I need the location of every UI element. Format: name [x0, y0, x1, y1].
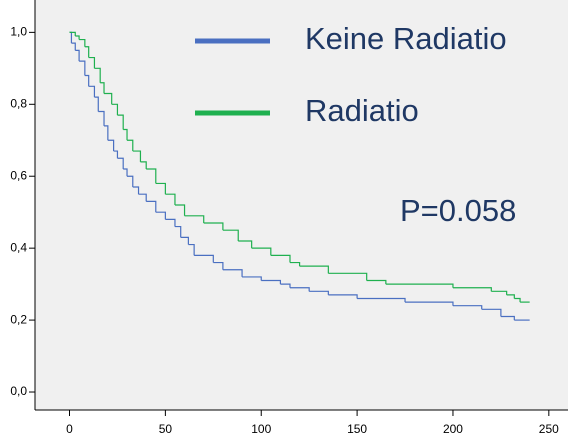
- survival-step: [222, 269, 243, 277]
- survival-step: [328, 272, 368, 281]
- survival-step: [194, 254, 214, 263]
- survival-step: [140, 161, 147, 170]
- y-tick-label: 0,4: [10, 240, 27, 254]
- survival-step: [514, 297, 521, 303]
- survival-step: [452, 287, 492, 292]
- survival-step: [127, 175, 134, 188]
- survival-step: [94, 96, 99, 112]
- y-tick-label: 0,0: [10, 384, 27, 398]
- survival-step: [184, 215, 205, 223]
- survival-step: [79, 60, 86, 76]
- survival-step: [270, 254, 291, 263]
- y-tick-label: 0,2: [10, 312, 27, 326]
- survival-step: [146, 168, 157, 184]
- survival-step: [280, 283, 291, 288]
- y-tick-label: 1,0: [10, 25, 27, 39]
- survival-step: [213, 261, 224, 270]
- survival-step: [104, 92, 113, 105]
- survival-step: [84, 74, 90, 87]
- y-tick-label: 0,8: [10, 96, 27, 110]
- survival-step: [261, 279, 282, 285]
- survival-step: [117, 157, 124, 170]
- survival-step: [203, 222, 224, 231]
- survival-step: [222, 229, 239, 241]
- survival-step: [385, 283, 454, 288]
- plot-area: [35, 0, 568, 410]
- survival-step: [481, 308, 502, 317]
- survival-step: [500, 315, 515, 321]
- survival-step: [146, 200, 157, 213]
- survival-step: [155, 211, 166, 220]
- survival-step: [132, 150, 142, 162]
- legend-label: Radiatio: [305, 93, 419, 128]
- survival-step: [174, 225, 182, 238]
- survival-step: [174, 204, 186, 216]
- survival-step: [132, 186, 140, 195]
- x-tick-label: 250: [539, 422, 559, 436]
- survival-step: [79, 38, 86, 47]
- survival-step: [238, 240, 253, 249]
- survival-step: [188, 243, 195, 256]
- x-tick-label: 50: [159, 422, 173, 436]
- survival-step: [75, 49, 80, 62]
- x-tick-label: 0: [66, 422, 73, 436]
- survival-step: [88, 56, 96, 69]
- x-tick-label: 200: [443, 422, 463, 436]
- survival-step: [289, 287, 310, 292]
- survival-step: [100, 82, 105, 94]
- legend-label: Keine Radiatio: [305, 21, 507, 56]
- survival-step: [299, 265, 329, 274]
- survival-step: [242, 276, 262, 281]
- survival-step: [117, 114, 124, 130]
- annotation: P=0.058: [400, 193, 516, 228]
- survival-step: [328, 294, 358, 299]
- survival-step: [88, 85, 96, 98]
- survival-step: [84, 46, 90, 58]
- survival-step: [75, 35, 80, 40]
- survival-step: [104, 125, 109, 141]
- x-tick-label: 100: [251, 422, 271, 436]
- survival-step: [506, 294, 515, 299]
- survival-step: [309, 290, 329, 295]
- survival-step: [127, 139, 134, 152]
- survival-step: [71, 42, 76, 51]
- survival-step: [123, 128, 128, 141]
- survival-step: [251, 247, 272, 256]
- survival-step: [289, 261, 301, 267]
- survival-step: [98, 110, 105, 126]
- survival-step: [138, 193, 147, 202]
- x-tick-label: 150: [347, 422, 367, 436]
- survival-step: [180, 236, 189, 245]
- survival-step: [155, 182, 166, 195]
- survival-step: [165, 218, 176, 227]
- survival-step: [357, 297, 406, 303]
- survival-step: [111, 103, 119, 116]
- survival-step: [123, 168, 128, 177]
- survival-step: [405, 301, 454, 306]
- survival-step: [69, 31, 76, 36]
- y-tick-label: 0,6: [10, 168, 27, 182]
- survival-step: [94, 67, 101, 83]
- survival-step: [165, 193, 176, 205]
- survival-step: [491, 290, 508, 295]
- survival-step: [366, 279, 387, 285]
- survival-step: [113, 150, 119, 159]
- survival-step: [452, 305, 483, 310]
- survival-step: [107, 139, 115, 152]
